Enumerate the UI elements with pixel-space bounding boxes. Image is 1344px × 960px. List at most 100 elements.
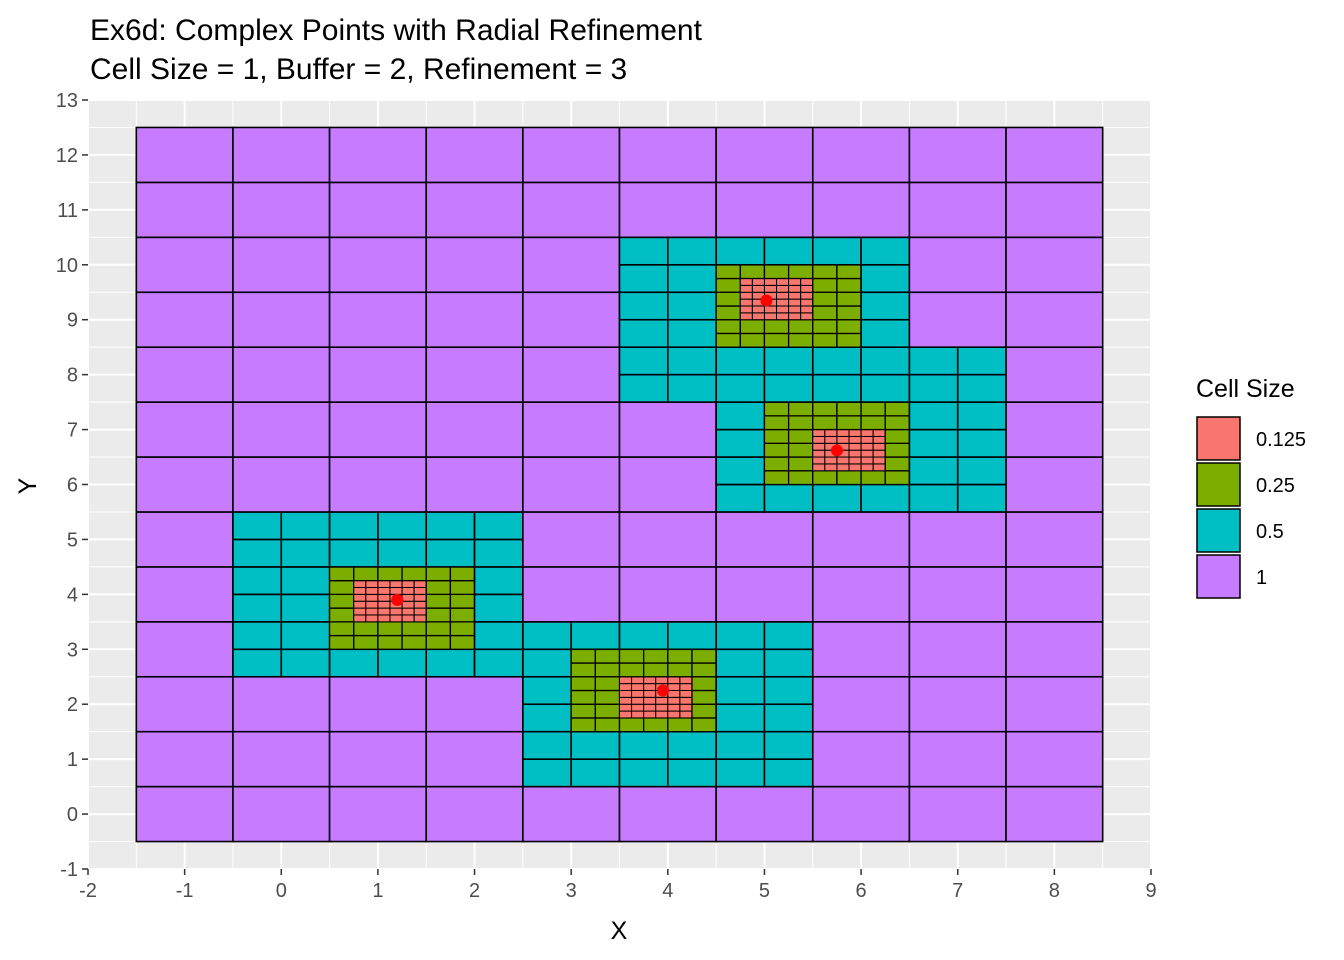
- grid-cell: [619, 696, 633, 705]
- x-axis: -2 -1 0 1 2 3 4 5 6 7 8 9: [79, 869, 1157, 902]
- grid-cell: [522, 730, 572, 760]
- grid-cell: [473, 648, 524, 678]
- grid-cell: [655, 703, 669, 712]
- grid-cell: [135, 291, 234, 348]
- grid-cell: [908, 675, 1007, 733]
- grid-cell: [643, 703, 657, 712]
- grid-cell: [787, 470, 814, 486]
- grid-cell: [776, 305, 790, 314]
- grid-cell: [763, 428, 790, 444]
- grid-cell: [776, 312, 790, 321]
- grid-cell: [788, 312, 802, 321]
- legend-label: 0.5: [1256, 521, 1284, 543]
- grid-cell: [377, 566, 403, 582]
- grid-cell: [908, 511, 1007, 568]
- grid-cell: [691, 689, 717, 705]
- grid-cell: [425, 236, 524, 294]
- grid-cell: [812, 470, 838, 486]
- grid-cell: [715, 277, 741, 293]
- grid-cell: [800, 305, 814, 314]
- grid-cell: [800, 298, 814, 307]
- grid-cell: [594, 689, 621, 705]
- grid-cell: [860, 415, 886, 431]
- grid-cell: [135, 126, 234, 184]
- grid-cell: [763, 312, 778, 321]
- grid-cell: [787, 264, 814, 280]
- grid-cell: [413, 586, 427, 595]
- grid-cell: [328, 621, 355, 637]
- grid-cell: [365, 614, 379, 623]
- x-tick-label: 7: [952, 880, 963, 902]
- grid-cell: [232, 648, 283, 678]
- grid-cell: [377, 607, 391, 616]
- grid-cell: [522, 456, 621, 513]
- grid-cell: [135, 730, 234, 788]
- grid-cell: [425, 401, 524, 458]
- grid-cell: [353, 593, 367, 602]
- grid-cell: [377, 600, 391, 609]
- grid-cell: [1005, 401, 1104, 458]
- grid-cell: [715, 346, 766, 376]
- grid-cell: [848, 442, 862, 451]
- grid-cell: [715, 181, 814, 239]
- grid-cell: [872, 442, 886, 451]
- grid-cell: [643, 689, 657, 698]
- grid-cell: [425, 785, 524, 843]
- grid-cell: [618, 291, 669, 321]
- grid-cell: [232, 538, 283, 568]
- grid-cell: [763, 346, 814, 376]
- grid-cell: [425, 607, 452, 623]
- grid-cell: [763, 621, 814, 651]
- grid-cell: [389, 580, 403, 588]
- grid-cell: [135, 566, 234, 623]
- grid-cell: [860, 429, 874, 437]
- grid-cell: [328, 675, 428, 733]
- grid-cell: [522, 758, 572, 788]
- grid-cell: [449, 607, 476, 623]
- grid-cell: [280, 566, 331, 596]
- grid-cell: [401, 600, 415, 609]
- grid-cell: [594, 648, 621, 664]
- grid-cell: [787, 415, 814, 431]
- grid-cell: [691, 662, 717, 678]
- grid-cell: [401, 614, 415, 623]
- grid-cell: [884, 456, 911, 472]
- grid-cell: [328, 593, 355, 609]
- grid-cell: [643, 662, 669, 678]
- grid-cell: [812, 401, 838, 417]
- grid-cell: [328, 566, 355, 582]
- grid-cell: [836, 470, 862, 486]
- grid-cell: [667, 717, 693, 733]
- grid-cell: [328, 346, 428, 403]
- y-tick-label: 7: [67, 420, 78, 442]
- grid-cell: [389, 614, 403, 623]
- grid-cell: [884, 415, 911, 431]
- grid-cell: [425, 126, 524, 184]
- grid-cell: [763, 675, 814, 706]
- grid-cell: [763, 236, 814, 266]
- grid-cell: [667, 676, 681, 685]
- grid-cell: [365, 586, 379, 595]
- grid-cell: [570, 703, 596, 719]
- grid-cell: [908, 428, 959, 458]
- grid-cell: [812, 291, 838, 307]
- grid-cell: [763, 483, 814, 513]
- x-tick-label: -1: [176, 880, 194, 902]
- x-tick-label: 1: [372, 880, 383, 902]
- grid-cell: [377, 621, 403, 637]
- grid-cell: [800, 284, 814, 293]
- grid-cell: [667, 710, 681, 719]
- grid-cell: [570, 648, 596, 664]
- grid-cell: [715, 456, 766, 486]
- grid-cell: [328, 607, 355, 623]
- grid-cell: [811, 373, 862, 403]
- grid-cell: [812, 319, 838, 335]
- grid-cell: [280, 593, 331, 623]
- grid-cell: [812, 442, 826, 451]
- grid-cell: [232, 401, 331, 458]
- grid-cell: [570, 662, 596, 678]
- grid-cell: [884, 442, 911, 458]
- grid-cell: [643, 696, 657, 705]
- grid-cell: [618, 785, 717, 843]
- grid-cell: [631, 689, 645, 698]
